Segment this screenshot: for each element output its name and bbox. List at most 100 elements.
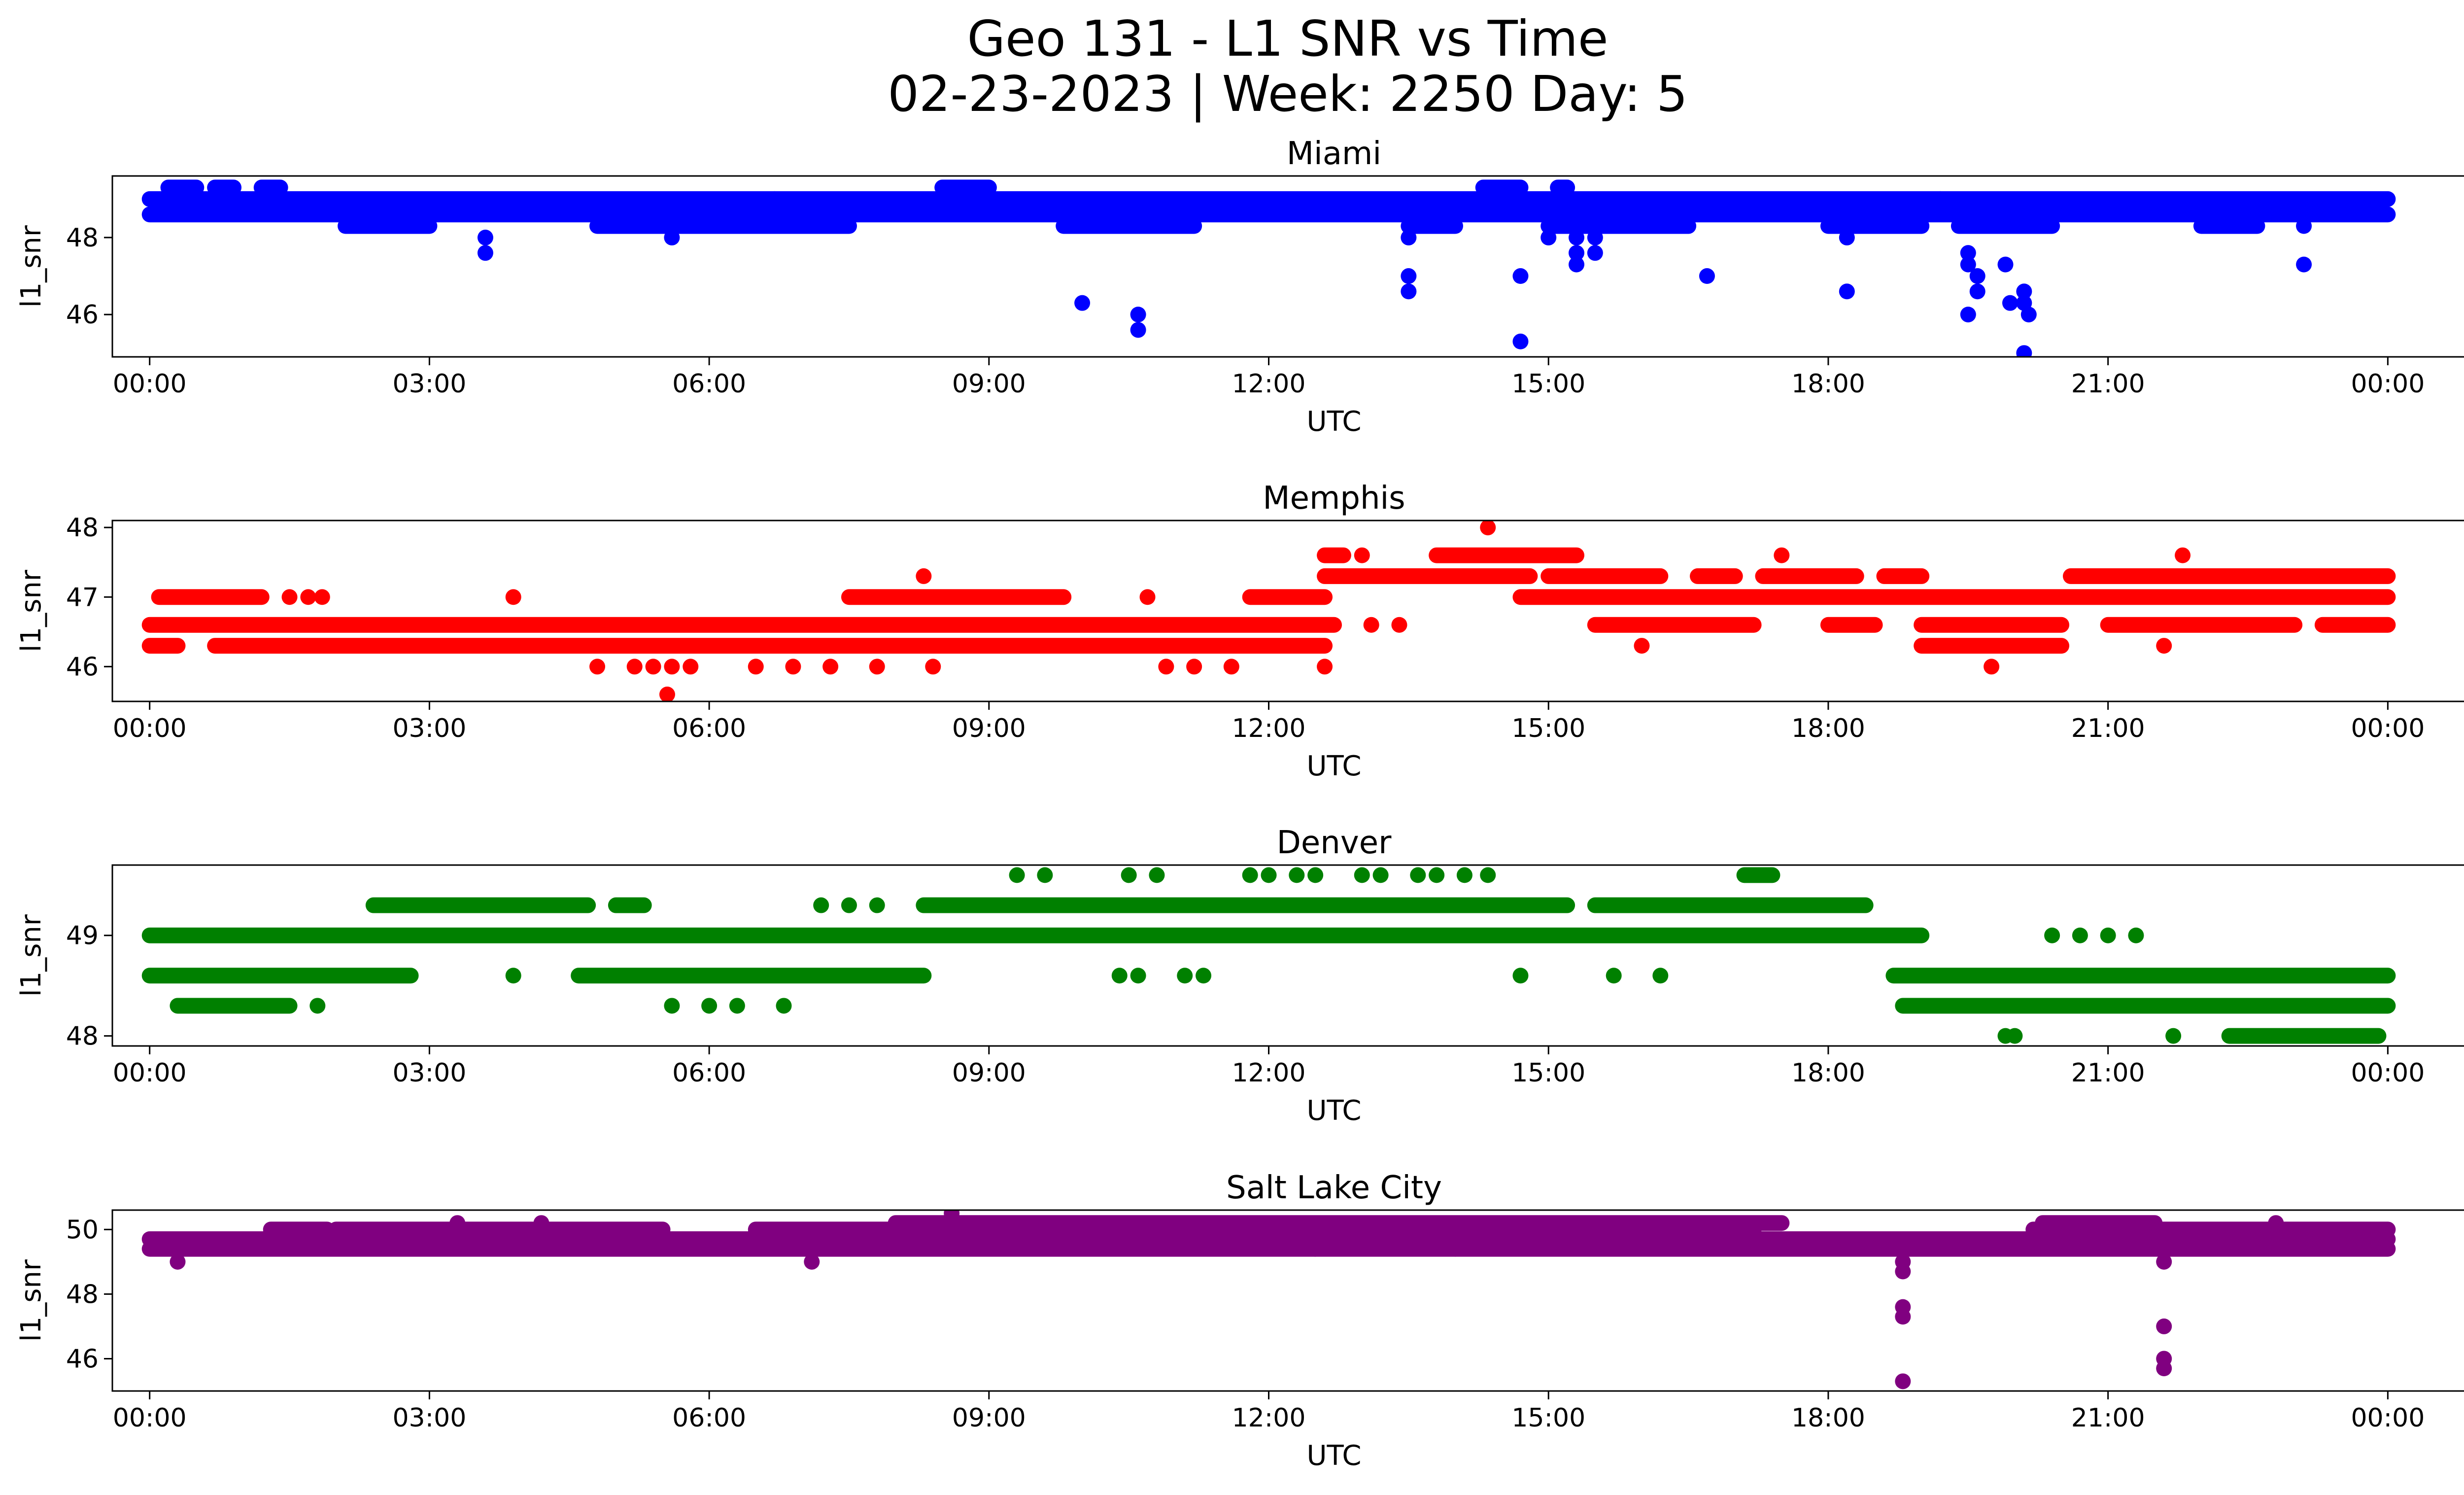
- x-tick-label: 15:00: [1511, 1058, 1585, 1088]
- subplot-title: Memphis: [1263, 480, 1405, 517]
- y-tick-label: 46: [66, 1344, 99, 1374]
- subplot-title: Denver: [1277, 825, 1392, 861]
- y-axis-label: l1_snr: [15, 914, 47, 997]
- data-point: [813, 897, 829, 913]
- x-tick-label: 06:00: [672, 1058, 746, 1088]
- data-point: [1363, 617, 1379, 633]
- data-point: [1447, 1241, 1464, 1257]
- data-point: [1121, 867, 1137, 883]
- y-tick-label: 48: [66, 513, 99, 543]
- subplot-4: Salt Lake City 00:00 03:00 06:00 09:00 12:00 1…: [15, 1170, 2464, 1472]
- data-point: [626, 659, 643, 675]
- data-point: [2020, 307, 2037, 323]
- x-tick-label: 00:00: [2351, 714, 2425, 743]
- data-point: [841, 897, 857, 913]
- data-point: [1512, 268, 1529, 284]
- data-point: [2128, 927, 2144, 943]
- plot-area: [141, 1210, 2396, 1390]
- data-point: [281, 589, 298, 605]
- y-axis-label: l1_snr: [15, 569, 47, 652]
- x-tick-label: 00:00: [113, 1403, 187, 1433]
- x-tick-label: 09:00: [952, 1058, 1026, 1088]
- data-point: [1895, 1309, 1911, 1325]
- data-point: [1652, 968, 1669, 984]
- data-point: [1699, 268, 1715, 284]
- data-point: [748, 659, 764, 675]
- plot-area: [141, 179, 2396, 357]
- x-tick-label: 00:00: [113, 369, 187, 399]
- figure-title-line1: Geo 131 - L1 SNR vs Time: [967, 10, 1608, 68]
- x-tick-label: 00:00: [2351, 1058, 2425, 1088]
- x-tick-label: 12:00: [1232, 1058, 1306, 1088]
- x-tick-label: 18:00: [1791, 369, 1865, 399]
- data-point: [2175, 547, 2191, 563]
- x-tick-label: 15:00: [1511, 369, 1585, 399]
- x-tick-label: 21:00: [2071, 714, 2145, 743]
- data-point: [1074, 295, 1091, 311]
- data-point: [1839, 229, 1855, 245]
- data-point: [2156, 1318, 2172, 1334]
- data-point: [1774, 547, 1790, 563]
- data-point: [2156, 638, 2172, 654]
- data-point: [664, 659, 680, 675]
- data-point: [2016, 345, 2032, 357]
- data-point: [2156, 1360, 2172, 1377]
- x-tick-label: 15:00: [1511, 1403, 1585, 1433]
- y-axis-label: l1_snr: [15, 1259, 47, 1342]
- subplot-title: Salt Lake City: [1226, 1170, 1442, 1206]
- data-point: [1512, 333, 1529, 349]
- data-point: [170, 1253, 186, 1270]
- data-point: [1960, 256, 1976, 273]
- y-tick-label: 49: [66, 921, 99, 951]
- x-tick-label: 18:00: [1791, 714, 1865, 743]
- data-point: [1480, 867, 1496, 883]
- data-point: [2016, 283, 2032, 300]
- data-point: [1037, 867, 1053, 883]
- data-point: [776, 998, 792, 1014]
- data-point: [701, 998, 718, 1014]
- data-point: [1111, 968, 1128, 984]
- data-point: [916, 568, 932, 584]
- x-tick-label: 09:00: [952, 369, 1026, 399]
- data-point: [822, 659, 839, 675]
- data-point: [1177, 968, 1193, 984]
- x-tick-label: 00:00: [113, 1058, 187, 1088]
- data-point: [1569, 229, 1585, 245]
- data-point: [1480, 521, 1496, 536]
- axes-frame: [111, 864, 2464, 1047]
- axes-frame: [111, 1209, 2464, 1392]
- data-point: [1456, 867, 1472, 883]
- subplot-title: Miami: [1287, 136, 1381, 172]
- data-point: [869, 659, 885, 675]
- data-point: [645, 659, 661, 675]
- x-tick-label: 06:00: [672, 369, 746, 399]
- data-point: [1401, 268, 1417, 284]
- data-point: [477, 245, 493, 261]
- data-point: [1130, 968, 1146, 984]
- data-point: [1196, 968, 1212, 984]
- x-tick-label: 03:00: [392, 1058, 466, 1088]
- x-tick-label: 09:00: [952, 1403, 1026, 1433]
- data-point: [1839, 283, 1855, 300]
- x-axis-label: UTC: [1306, 750, 1361, 782]
- x-tick-label: 00:00: [113, 714, 187, 743]
- x-axis-label: UTC: [1306, 1095, 1361, 1127]
- data-point: [1512, 968, 1529, 984]
- data-point: [1569, 256, 1585, 273]
- data-point: [1429, 867, 1445, 883]
- data-point: [1223, 659, 1239, 675]
- data-point: [1242, 867, 1258, 883]
- subplot-3: Denver 00:00 03:00 06:00 09:00 12:00 15:00 18:0…: [15, 825, 2464, 1127]
- data-point: [1960, 245, 1976, 261]
- x-tick-label: 18:00: [1791, 1058, 1865, 1088]
- data-point: [1540, 229, 1557, 245]
- data-point: [2165, 1028, 2182, 1044]
- x-tick-label: 21:00: [2071, 369, 2145, 399]
- data-point: [1149, 867, 1165, 883]
- y-tick-label: 48: [66, 1280, 99, 1309]
- data-point: [505, 968, 521, 984]
- data-point: [1969, 268, 1985, 284]
- x-axis-label: UTC: [1306, 1440, 1361, 1472]
- x-tick-label: 12:00: [1232, 1403, 1306, 1433]
- data-point: [300, 589, 316, 605]
